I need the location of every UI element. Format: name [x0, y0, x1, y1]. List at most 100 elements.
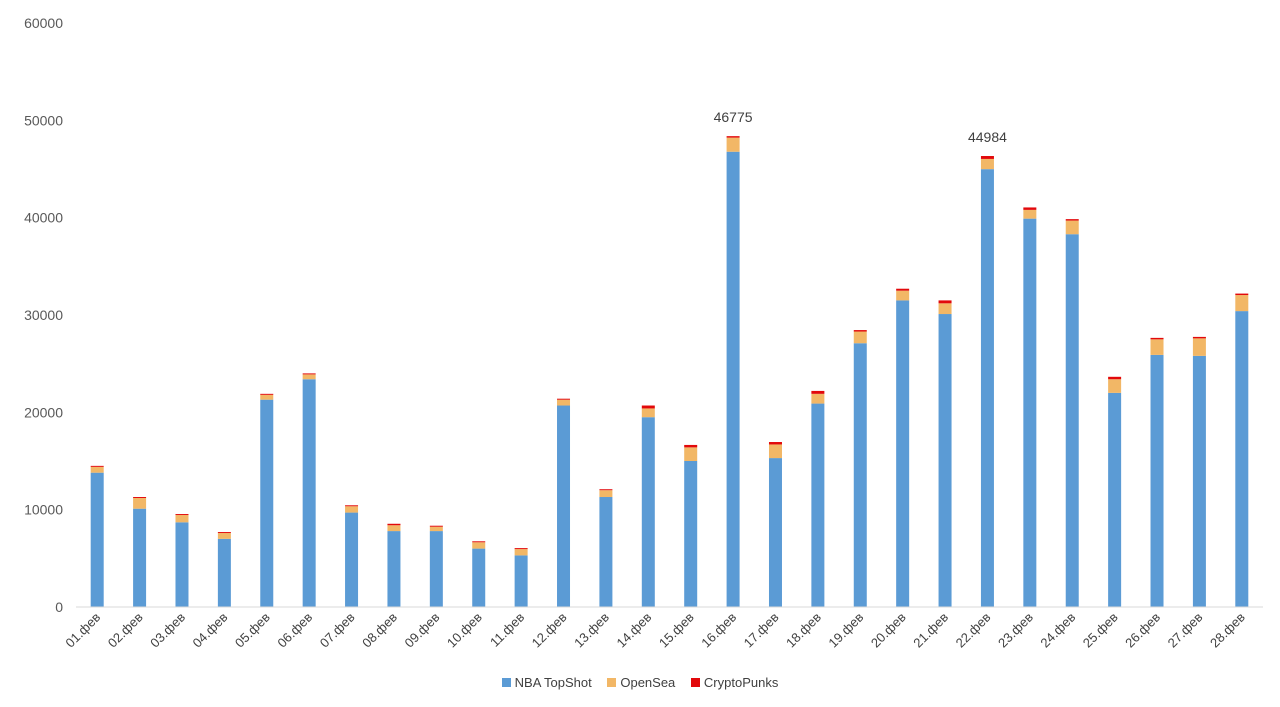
bar-segment-opensea [133, 497, 147, 509]
bar-segment-cryptopunks [175, 514, 189, 516]
bar-segment-nba-topshot [1192, 355, 1206, 607]
bar-segment-opensea [1235, 295, 1249, 312]
bar-segment-cryptopunks [599, 489, 613, 491]
bar-segment-opensea [684, 447, 698, 461]
data-label: 46775 [714, 109, 753, 125]
y-tick-label: 50000 [24, 112, 63, 128]
x-tick-label: 19.фев [825, 609, 866, 650]
x-tick-label: 15.фев [656, 609, 697, 650]
bar-segment-cryptopunks [641, 405, 655, 409]
bar-segment-opensea [260, 394, 274, 400]
bar-segment-nba-topshot [980, 169, 994, 607]
bar-segment-nba-topshot [726, 151, 740, 607]
y-tick-label: 10000 [24, 502, 63, 518]
x-tick-label: 26.фев [1122, 609, 1163, 650]
bar-segment-cryptopunks [853, 330, 867, 332]
x-tick-label: 21.фев [910, 609, 951, 650]
bar-segment-opensea [768, 444, 782, 459]
bar-segment-opensea [387, 525, 401, 532]
data-labels: 46775 44984 [714, 109, 1008, 145]
bar-segment-cryptopunks [938, 300, 952, 304]
bar-segment-nba-topshot [387, 531, 401, 607]
bar-segment-opensea [90, 466, 104, 473]
bar-segment-nba-topshot [896, 300, 910, 607]
bar-segment-opensea [938, 303, 952, 315]
bar-segment-cryptopunks [1192, 336, 1206, 339]
y-tick-label: 0 [55, 599, 63, 615]
bar-segment-nba-topshot [175, 522, 189, 607]
x-tick-label: 08.фев [359, 609, 400, 650]
bar-segment-cryptopunks [217, 532, 231, 534]
bar-segment-nba-topshot [429, 531, 443, 607]
bar-segment-opensea [557, 399, 571, 406]
bar-segment-opensea [1023, 209, 1037, 219]
bar-segment-nba-topshot [1150, 354, 1164, 607]
bar-segment-opensea [896, 290, 910, 301]
bar-segment-cryptopunks [472, 541, 486, 543]
x-tick-label: 10.фев [444, 609, 485, 650]
x-tick-label: 27.фев [1165, 609, 1206, 650]
bar-segment-nba-topshot [1023, 218, 1037, 607]
bar-segment-cryptopunks [811, 390, 825, 394]
bar-segment-opensea [345, 506, 359, 513]
bar-segment-nba-topshot [557, 405, 571, 607]
bar-segment-cryptopunks [345, 505, 359, 507]
y-axis: 0 10000 20000 30000 40000 50000 60000 [24, 15, 63, 615]
x-tick-label: 12.фев [529, 609, 570, 650]
bar-segment-nba-topshot [345, 512, 359, 607]
bar-segment-cryptopunks [1065, 219, 1079, 221]
x-tick-label: 11.фев [487, 609, 527, 649]
x-tick-label: 13.фев [571, 609, 612, 650]
x-tick-label: 18.фев [783, 609, 824, 650]
bar-segment-cryptopunks [557, 398, 571, 400]
x-tick-label: 09.фев [402, 609, 443, 650]
bar-segment-cryptopunks [896, 288, 910, 291]
bar-segment-nba-topshot [1065, 234, 1079, 608]
bar-segment-cryptopunks [980, 156, 994, 159]
bar-segment-cryptopunks [514, 548, 528, 550]
x-tick-label: 03.фев [147, 609, 188, 650]
legend-swatch-cryptopunks [690, 678, 700, 687]
x-tick-label: 14.фев [613, 609, 654, 650]
x-tick-label: 24.фев [1037, 609, 1078, 650]
bar-segment-cryptopunks [429, 525, 443, 527]
x-tick-label: 22.фев [953, 609, 994, 650]
legend-swatch-nba-topshot [501, 678, 511, 687]
bar-segment-nba-topshot [302, 379, 316, 607]
x-tick-label: 25.фев [1080, 609, 1121, 650]
bar-segment-opensea [980, 158, 994, 170]
data-label: 44984 [968, 129, 1007, 145]
bar-segment-cryptopunks [387, 523, 401, 526]
bar-segment-opensea [811, 393, 825, 404]
x-tick-label: 17.фев [741, 609, 782, 650]
x-tick-label: 01.фев [62, 609, 103, 650]
bar-segment-opensea [302, 374, 316, 380]
x-tick-label: 06.фев [274, 609, 315, 650]
bar-segment-nba-topshot [641, 417, 655, 607]
bar-segment-nba-topshot [90, 472, 104, 607]
bar-segment-opensea [217, 533, 231, 539]
legend-swatch-opensea [607, 678, 617, 687]
bar-segment-nba-topshot [599, 497, 613, 607]
x-tick-label: 16.фев [698, 609, 739, 650]
bar-segment-cryptopunks [1235, 293, 1249, 296]
bar-segment-cryptopunks [90, 465, 104, 467]
bar-segment-nba-topshot [260, 399, 274, 607]
bars [90, 136, 1249, 608]
bar-segment-nba-topshot [1235, 311, 1249, 607]
bar-segment-opensea [1150, 339, 1164, 355]
bar-segment-cryptopunks [1150, 337, 1164, 340]
bar-segment-opensea [1065, 220, 1079, 235]
x-axis: 01.фев 02.фев 03.фев 04.фев 05.фев 06.фев 07.ф… [62, 609, 1248, 650]
x-tick-label: 20.фев [868, 609, 909, 650]
bar-segment-nba-topshot [1108, 392, 1122, 607]
x-tick-label: 04.фев [190, 609, 231, 650]
y-tick-label: 30000 [24, 307, 63, 323]
bar-segment-cryptopunks [684, 444, 698, 448]
legend-label: CryptoPunks [703, 675, 779, 690]
bar-segment-nba-topshot [853, 343, 867, 607]
bar-segment-cryptopunks [133, 497, 147, 498]
bar-segment-cryptopunks [1023, 207, 1037, 210]
bar-segment-nba-topshot [768, 458, 782, 607]
